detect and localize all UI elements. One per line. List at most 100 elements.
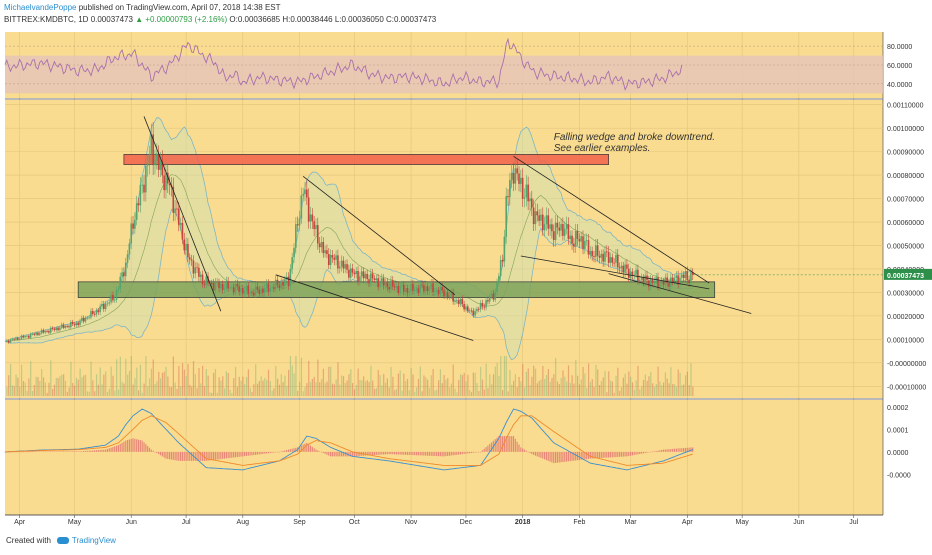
macd-hist-bar xyxy=(339,451,341,457)
volume-bar xyxy=(42,377,45,396)
candle-body xyxy=(37,332,39,335)
candle-body xyxy=(488,296,491,302)
tradingview-brand[interactable]: TradingView xyxy=(56,536,116,545)
volume-bar xyxy=(593,386,595,396)
macd-hist-bar xyxy=(79,451,81,452)
time-tick-label: Jul xyxy=(182,519,191,526)
candle-body xyxy=(101,304,103,307)
volume-bar xyxy=(176,388,178,396)
macd-hist-bar xyxy=(30,451,32,453)
volume-bar xyxy=(688,385,690,396)
volume-bar xyxy=(655,383,657,396)
volume-bar xyxy=(234,366,237,396)
volume-bar xyxy=(244,384,246,396)
volume-bar xyxy=(375,388,378,396)
macd-hist-bar xyxy=(637,451,639,455)
volume-bar xyxy=(472,372,474,396)
macd-tick-label: 0.0002 xyxy=(887,405,909,412)
candle-body xyxy=(492,293,495,300)
candle-body xyxy=(626,264,628,269)
candle-body xyxy=(128,243,131,255)
volume-bar xyxy=(448,387,451,396)
volume-bar xyxy=(474,372,476,396)
volume-bar xyxy=(491,384,493,396)
macd-hist-bar xyxy=(545,451,548,461)
candle-body xyxy=(11,339,14,340)
volume-bar xyxy=(251,391,253,396)
candle-body xyxy=(529,198,531,202)
volume-bar xyxy=(439,369,442,396)
candle-body xyxy=(573,243,575,247)
volume-bar xyxy=(624,373,626,396)
candle-body xyxy=(677,275,679,285)
candle-body xyxy=(359,276,361,282)
candle-body xyxy=(605,251,608,253)
volume-bar xyxy=(79,368,81,396)
macd-hist-bar xyxy=(183,451,185,461)
volume-bar xyxy=(661,385,663,396)
candle-body xyxy=(527,184,529,202)
volume-bar xyxy=(346,380,348,396)
macd-hist-bar xyxy=(467,451,469,454)
macd-hist-bar xyxy=(445,451,447,457)
macd-hist-bar xyxy=(156,451,158,453)
volume-bar xyxy=(200,383,202,396)
volume-bar xyxy=(686,371,688,396)
candle-body xyxy=(393,286,396,288)
candle-body xyxy=(503,236,506,262)
candle-body xyxy=(611,257,614,263)
candle-body xyxy=(673,277,676,282)
macd-hist-bar xyxy=(212,451,215,460)
volume-bar xyxy=(216,392,218,396)
macd-hist-bar xyxy=(187,451,189,461)
candle-body xyxy=(174,208,176,213)
volume-bar xyxy=(430,375,432,396)
candle-body xyxy=(571,235,573,244)
volume-bar xyxy=(534,368,537,396)
candle-body xyxy=(187,243,189,258)
candle-body xyxy=(196,267,198,269)
volume-bar xyxy=(342,376,345,396)
macd-tick-label: -0.0000 xyxy=(887,472,911,479)
macd-hist-bar xyxy=(388,451,390,455)
volume-bar xyxy=(608,371,610,396)
macd-hist-bar xyxy=(115,445,118,452)
volume-bar xyxy=(331,383,334,396)
macd-hist-bar xyxy=(593,451,595,459)
volume-bar xyxy=(147,386,149,396)
candle-body xyxy=(574,231,577,247)
volume-bar xyxy=(333,384,335,396)
macd-hist-bar xyxy=(280,451,282,452)
volume-bar xyxy=(390,367,392,396)
candle-body xyxy=(355,270,357,275)
candle-body xyxy=(46,331,48,332)
candle-body xyxy=(450,292,453,296)
volume-bar xyxy=(428,387,431,396)
volume-bar xyxy=(306,383,308,396)
candle-body xyxy=(135,203,138,220)
macd-hist-bar xyxy=(582,451,584,460)
volume-bar xyxy=(236,386,239,396)
macd-hist-bar xyxy=(264,451,266,454)
candle-body xyxy=(73,323,76,326)
volume-bar xyxy=(527,368,529,396)
macd-hist-bar xyxy=(333,451,335,457)
volume-bar xyxy=(461,375,463,396)
macd-hist-bar xyxy=(68,451,70,452)
candle-body xyxy=(38,333,41,335)
macd-hist-bar xyxy=(675,448,677,452)
price-tick-label: -0.00000000 xyxy=(887,361,926,368)
volume-bar xyxy=(187,364,189,396)
macd-hist-bar xyxy=(322,451,324,453)
volume-bar xyxy=(364,381,367,396)
author-link[interactable]: MichaelvandePoppe xyxy=(4,3,77,12)
macd-hist-bar xyxy=(167,451,169,459)
volume-bar xyxy=(322,368,324,396)
volume-bar xyxy=(116,359,118,396)
volume-bar xyxy=(480,366,482,396)
volume-bar xyxy=(635,380,637,396)
macd-hist-bar xyxy=(564,451,566,462)
volume-bar xyxy=(308,360,310,396)
